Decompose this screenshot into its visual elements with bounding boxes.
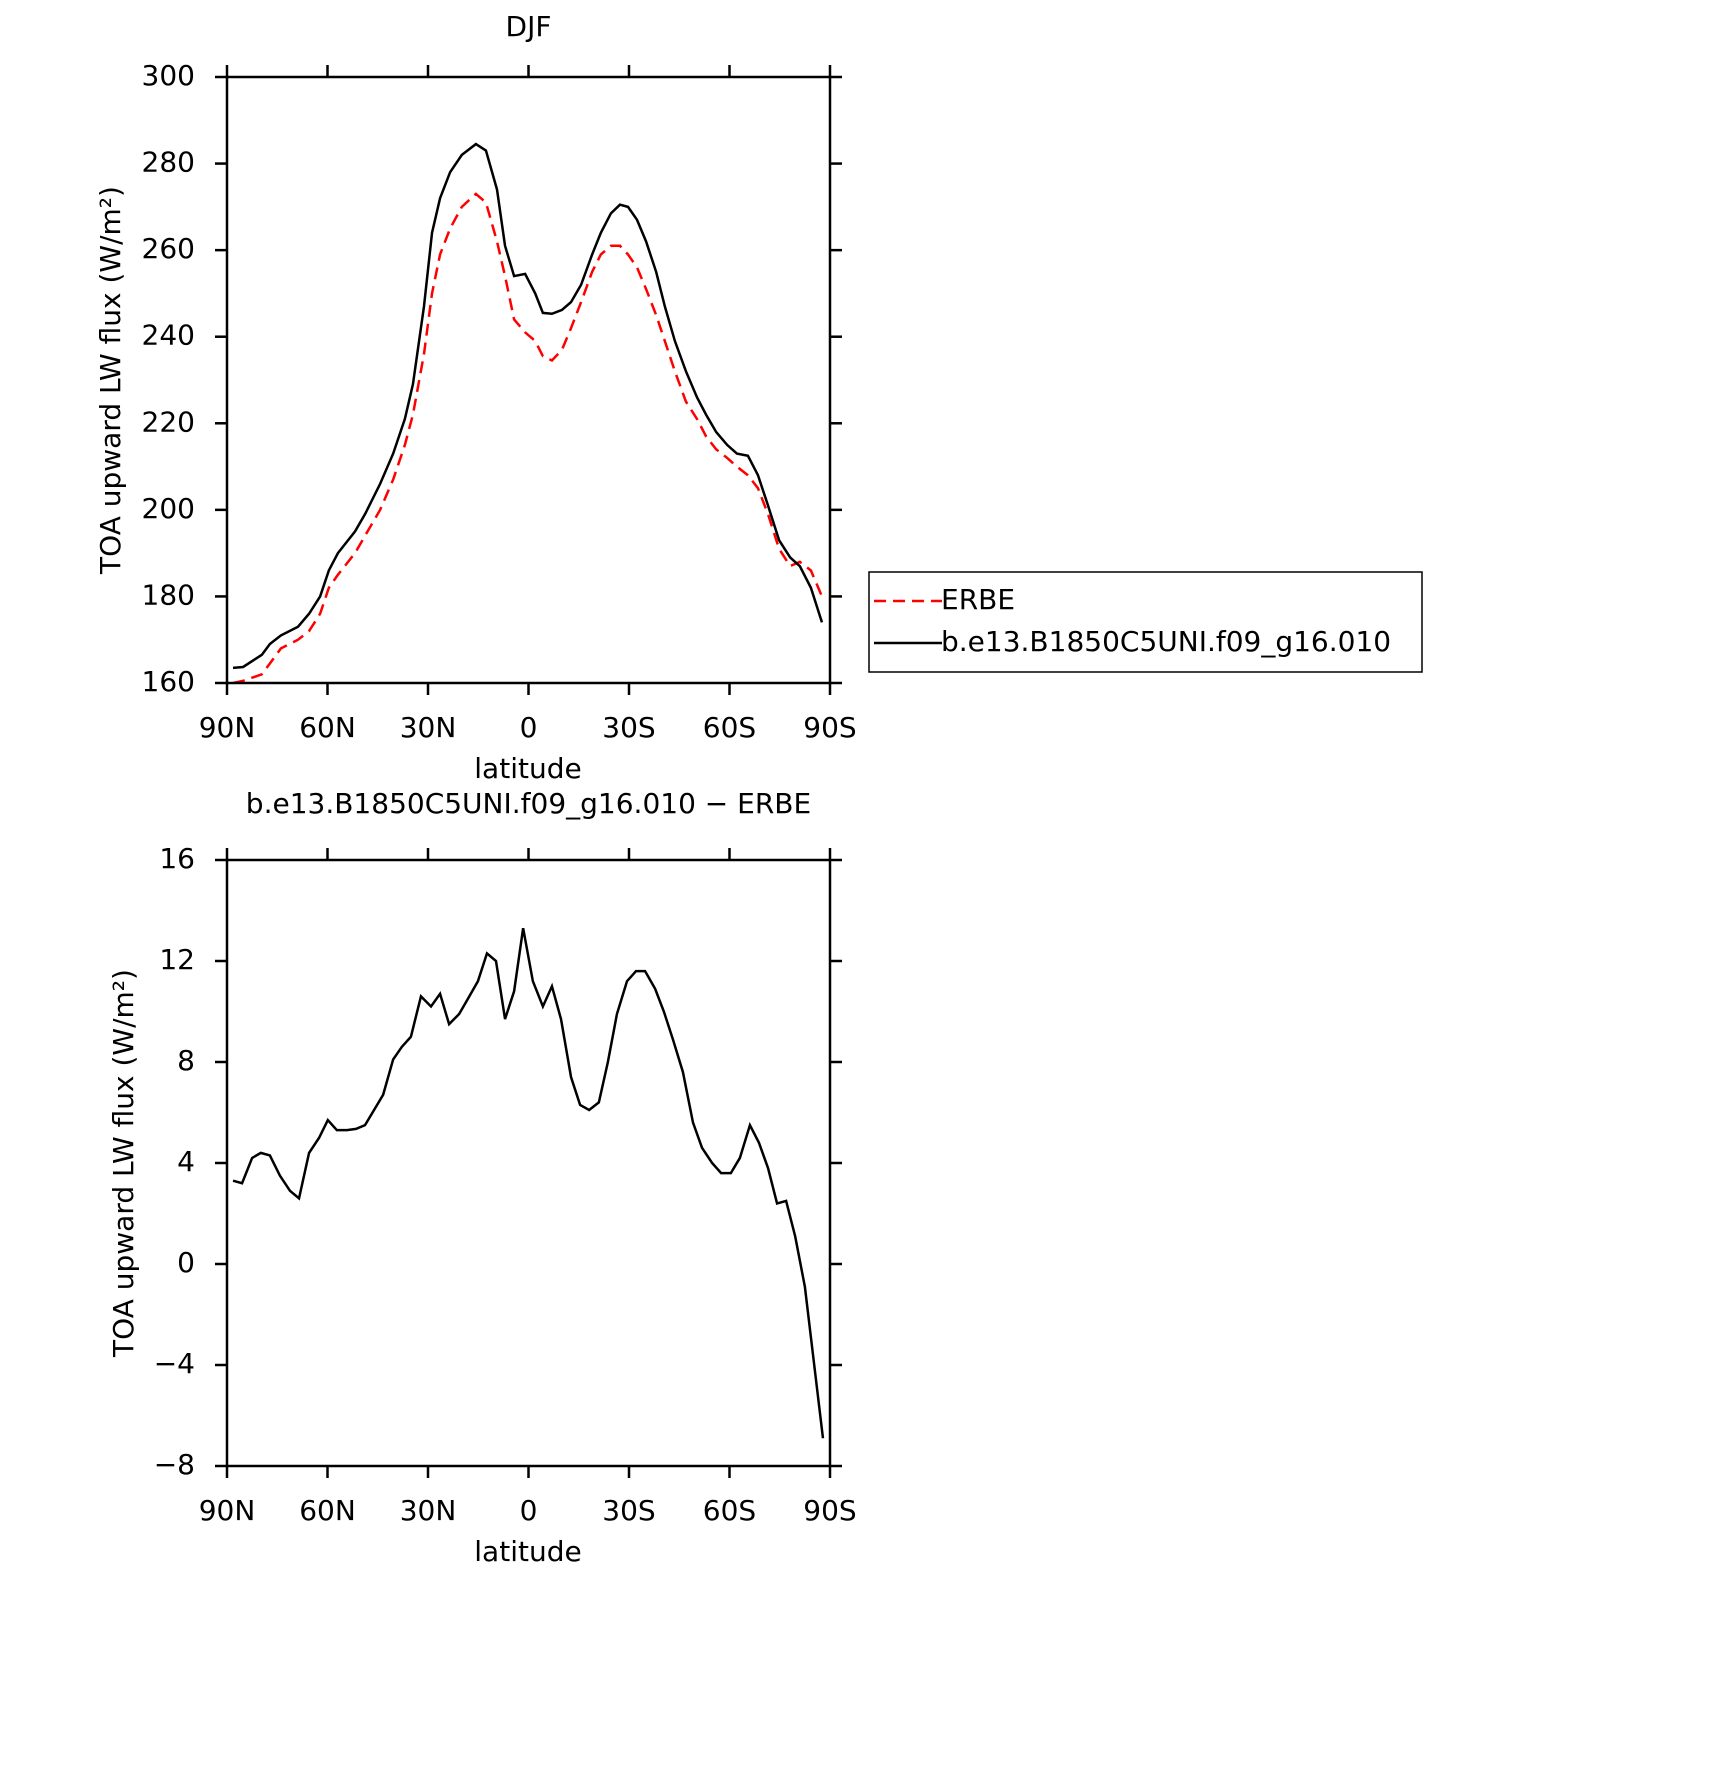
x-axis-label: latitude [474,1535,581,1568]
x-tick-label: 90N [199,711,256,744]
x-tick-label: 60S [703,711,756,744]
data-line [232,192,824,685]
x-axis-label: latitude [474,752,581,785]
y-tick-label: 4 [177,1145,195,1178]
chart-title: DJF [506,10,552,43]
x-tick-label: 0 [520,1494,538,1527]
y-tick-label: 280 [142,146,195,179]
chart-title: b.e13.B1850C5UNI.f09_g16.010 − ERBE [246,787,811,820]
x-tick-label: 90S [803,1494,856,1527]
y-tick-label: 300 [142,59,195,92]
x-tick-label: 30N [400,711,457,744]
plot-frame [225,75,832,685]
y-tick-label: 220 [142,405,195,438]
legend-box [868,571,1423,673]
data-line [232,142,824,670]
x-tick-label: 30S [602,1494,655,1527]
y-tick-label: 0 [177,1246,195,1279]
x-tick-label: 0 [520,711,538,744]
y-tick-label: 180 [142,578,195,611]
x-tick-label: 90N [199,1494,256,1527]
y-tick-label: 260 [142,232,195,265]
y-tick-label: 200 [142,492,195,525]
x-tick-label: 60N [299,711,356,744]
y-axis-label: TOA upward LW flux (W/m²) [94,186,127,575]
y-tick-label: 240 [142,319,195,352]
y-tick-label: 12 [159,943,195,976]
x-tick-label: 90S [803,711,856,744]
data-line [232,927,825,1439]
x-tick-label: 60N [299,1494,356,1527]
y-tick-label: −4 [154,1347,195,1380]
legend-label: ERBE [941,583,1015,616]
legend-label: b.e13.B1850C5UNI.f09_g16.010 [941,625,1391,658]
y-tick-label: 8 [177,1044,195,1077]
y-tick-label: 160 [142,665,195,698]
x-tick-label: 30N [400,1494,457,1527]
x-tick-label: 60S [703,1494,756,1527]
y-tick-label: 16 [159,842,195,875]
y-tick-label: −8 [154,1448,195,1481]
x-tick-label: 30S [602,711,655,744]
y-axis-label: TOA upward LW flux (W/m²) [107,969,140,1358]
